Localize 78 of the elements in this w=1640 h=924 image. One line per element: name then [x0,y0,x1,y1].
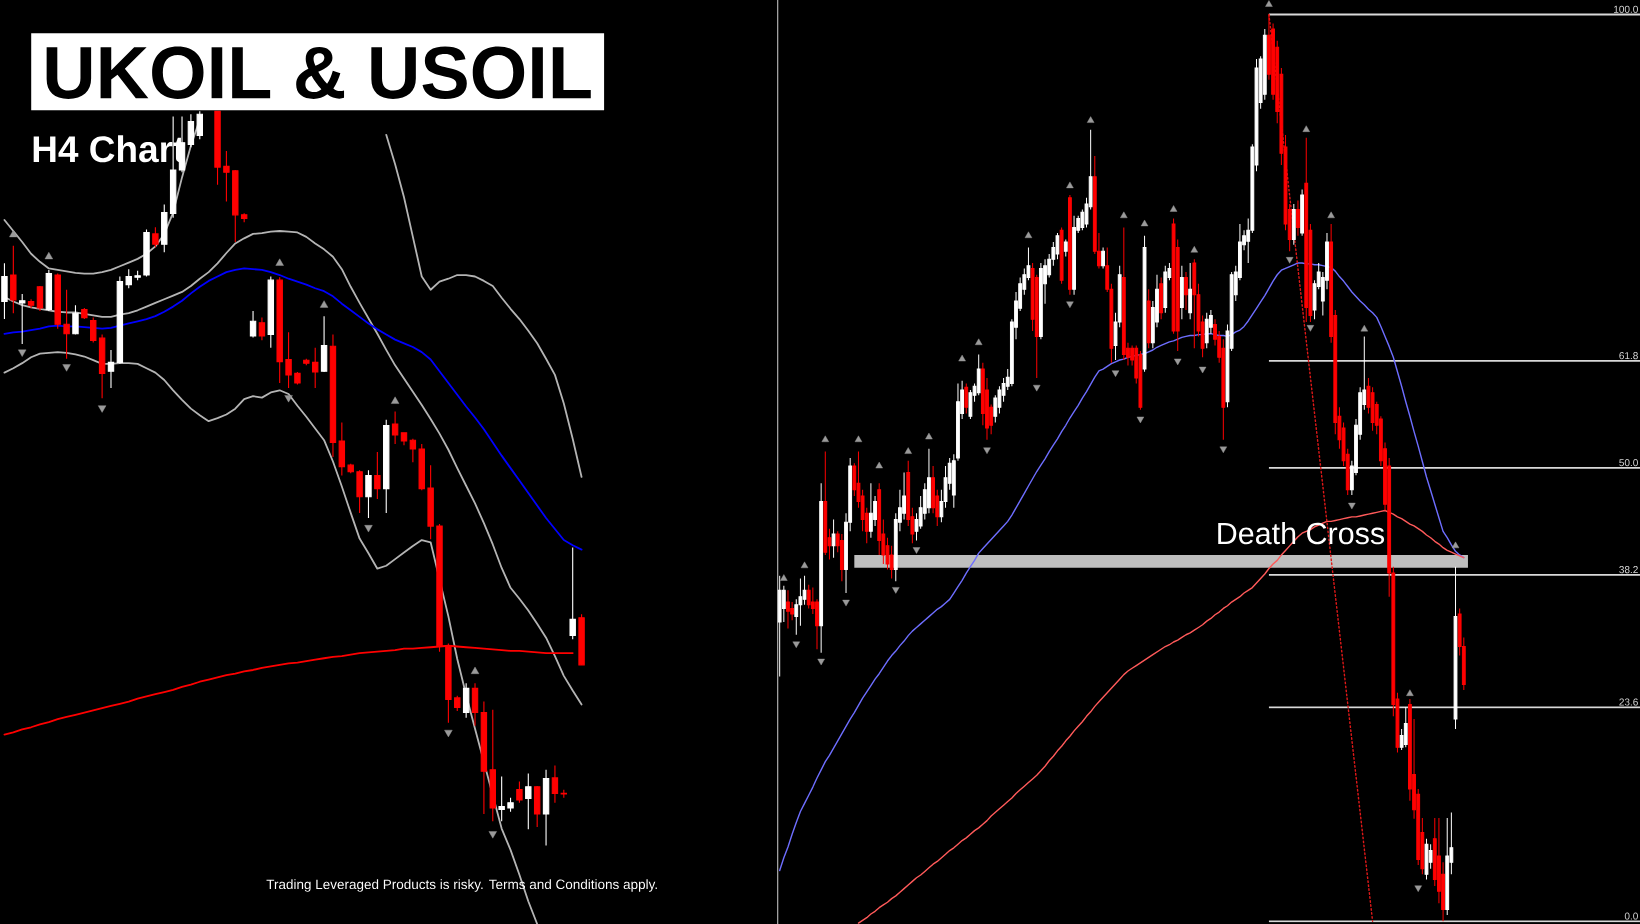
candlestick [143,228,150,278]
candlestick [303,358,310,366]
candlestick [294,371,301,385]
candlestick [285,331,292,389]
candlestick [187,113,195,148]
y-tick-label: 61.8 [1619,352,1638,360]
candlestick [551,764,559,804]
candlestick [98,333,106,399]
candlestick [63,289,70,360]
candlestick [525,772,532,830]
candlestick [10,245,17,314]
candlestick [454,695,461,712]
candlestick [418,443,425,491]
candlestick [542,769,550,846]
candlestick [320,315,328,373]
candlestick [152,226,159,248]
candlestick [578,613,585,667]
candlestick [560,789,568,799]
candlestick [374,451,381,500]
candlestick [569,546,576,640]
candlestick [36,285,44,312]
candlestick [400,431,408,446]
candlestick [267,275,275,349]
candlestick [81,307,88,320]
candlestick [258,317,266,341]
point [364,525,373,533]
annotation: Death Cross [1218,521,1385,545]
y-tick-label: 0.0 [1624,912,1638,920]
candlestick [214,110,221,186]
point [319,300,329,308]
point [9,229,18,238]
point [275,258,284,266]
candlestick [90,317,97,344]
candlestick [311,347,319,389]
candlestick [356,469,363,514]
candlestick [365,469,372,519]
candlestick [383,419,390,514]
candlestick [18,293,26,345]
point [98,405,107,413]
candlestick [276,276,283,384]
point [284,395,293,403]
candlestick [480,701,488,815]
candlestick [54,273,61,330]
candlestick [223,150,230,203]
point [391,396,400,404]
chart-title: UKOIL & USOIL [46,46,591,99]
y-tick-label: 50.0 [1619,459,1638,467]
candlestick [240,212,248,223]
candlestick [427,464,434,540]
point [62,364,71,372]
candlestick [507,797,514,813]
candlestick [516,781,523,804]
candlestick [107,349,115,389]
y-tick-label: 38.2 [1619,566,1638,574]
candlestick [498,775,505,822]
candlestick [338,422,346,476]
candlestick [347,463,354,474]
candlestick [134,270,141,281]
candlestick [161,204,168,253]
y-tick-label: 100.0 [1614,5,1638,13]
candlestick [462,682,470,719]
candlestick [533,785,541,828]
candlestick [471,682,479,727]
candlestick [329,333,337,458]
point [18,349,27,357]
point [44,251,53,260]
candlestick [232,169,239,243]
candlestick [27,298,35,309]
candlestick [489,709,496,822]
point [488,831,497,839]
candlestick [125,268,132,289]
point [444,729,453,738]
candlestick [1,262,8,320]
candlestick [72,304,79,336]
candlestick [249,310,257,338]
candlestick [391,411,399,445]
y-tick-label: 23.6 [1619,698,1638,706]
candlestick [409,438,417,463]
